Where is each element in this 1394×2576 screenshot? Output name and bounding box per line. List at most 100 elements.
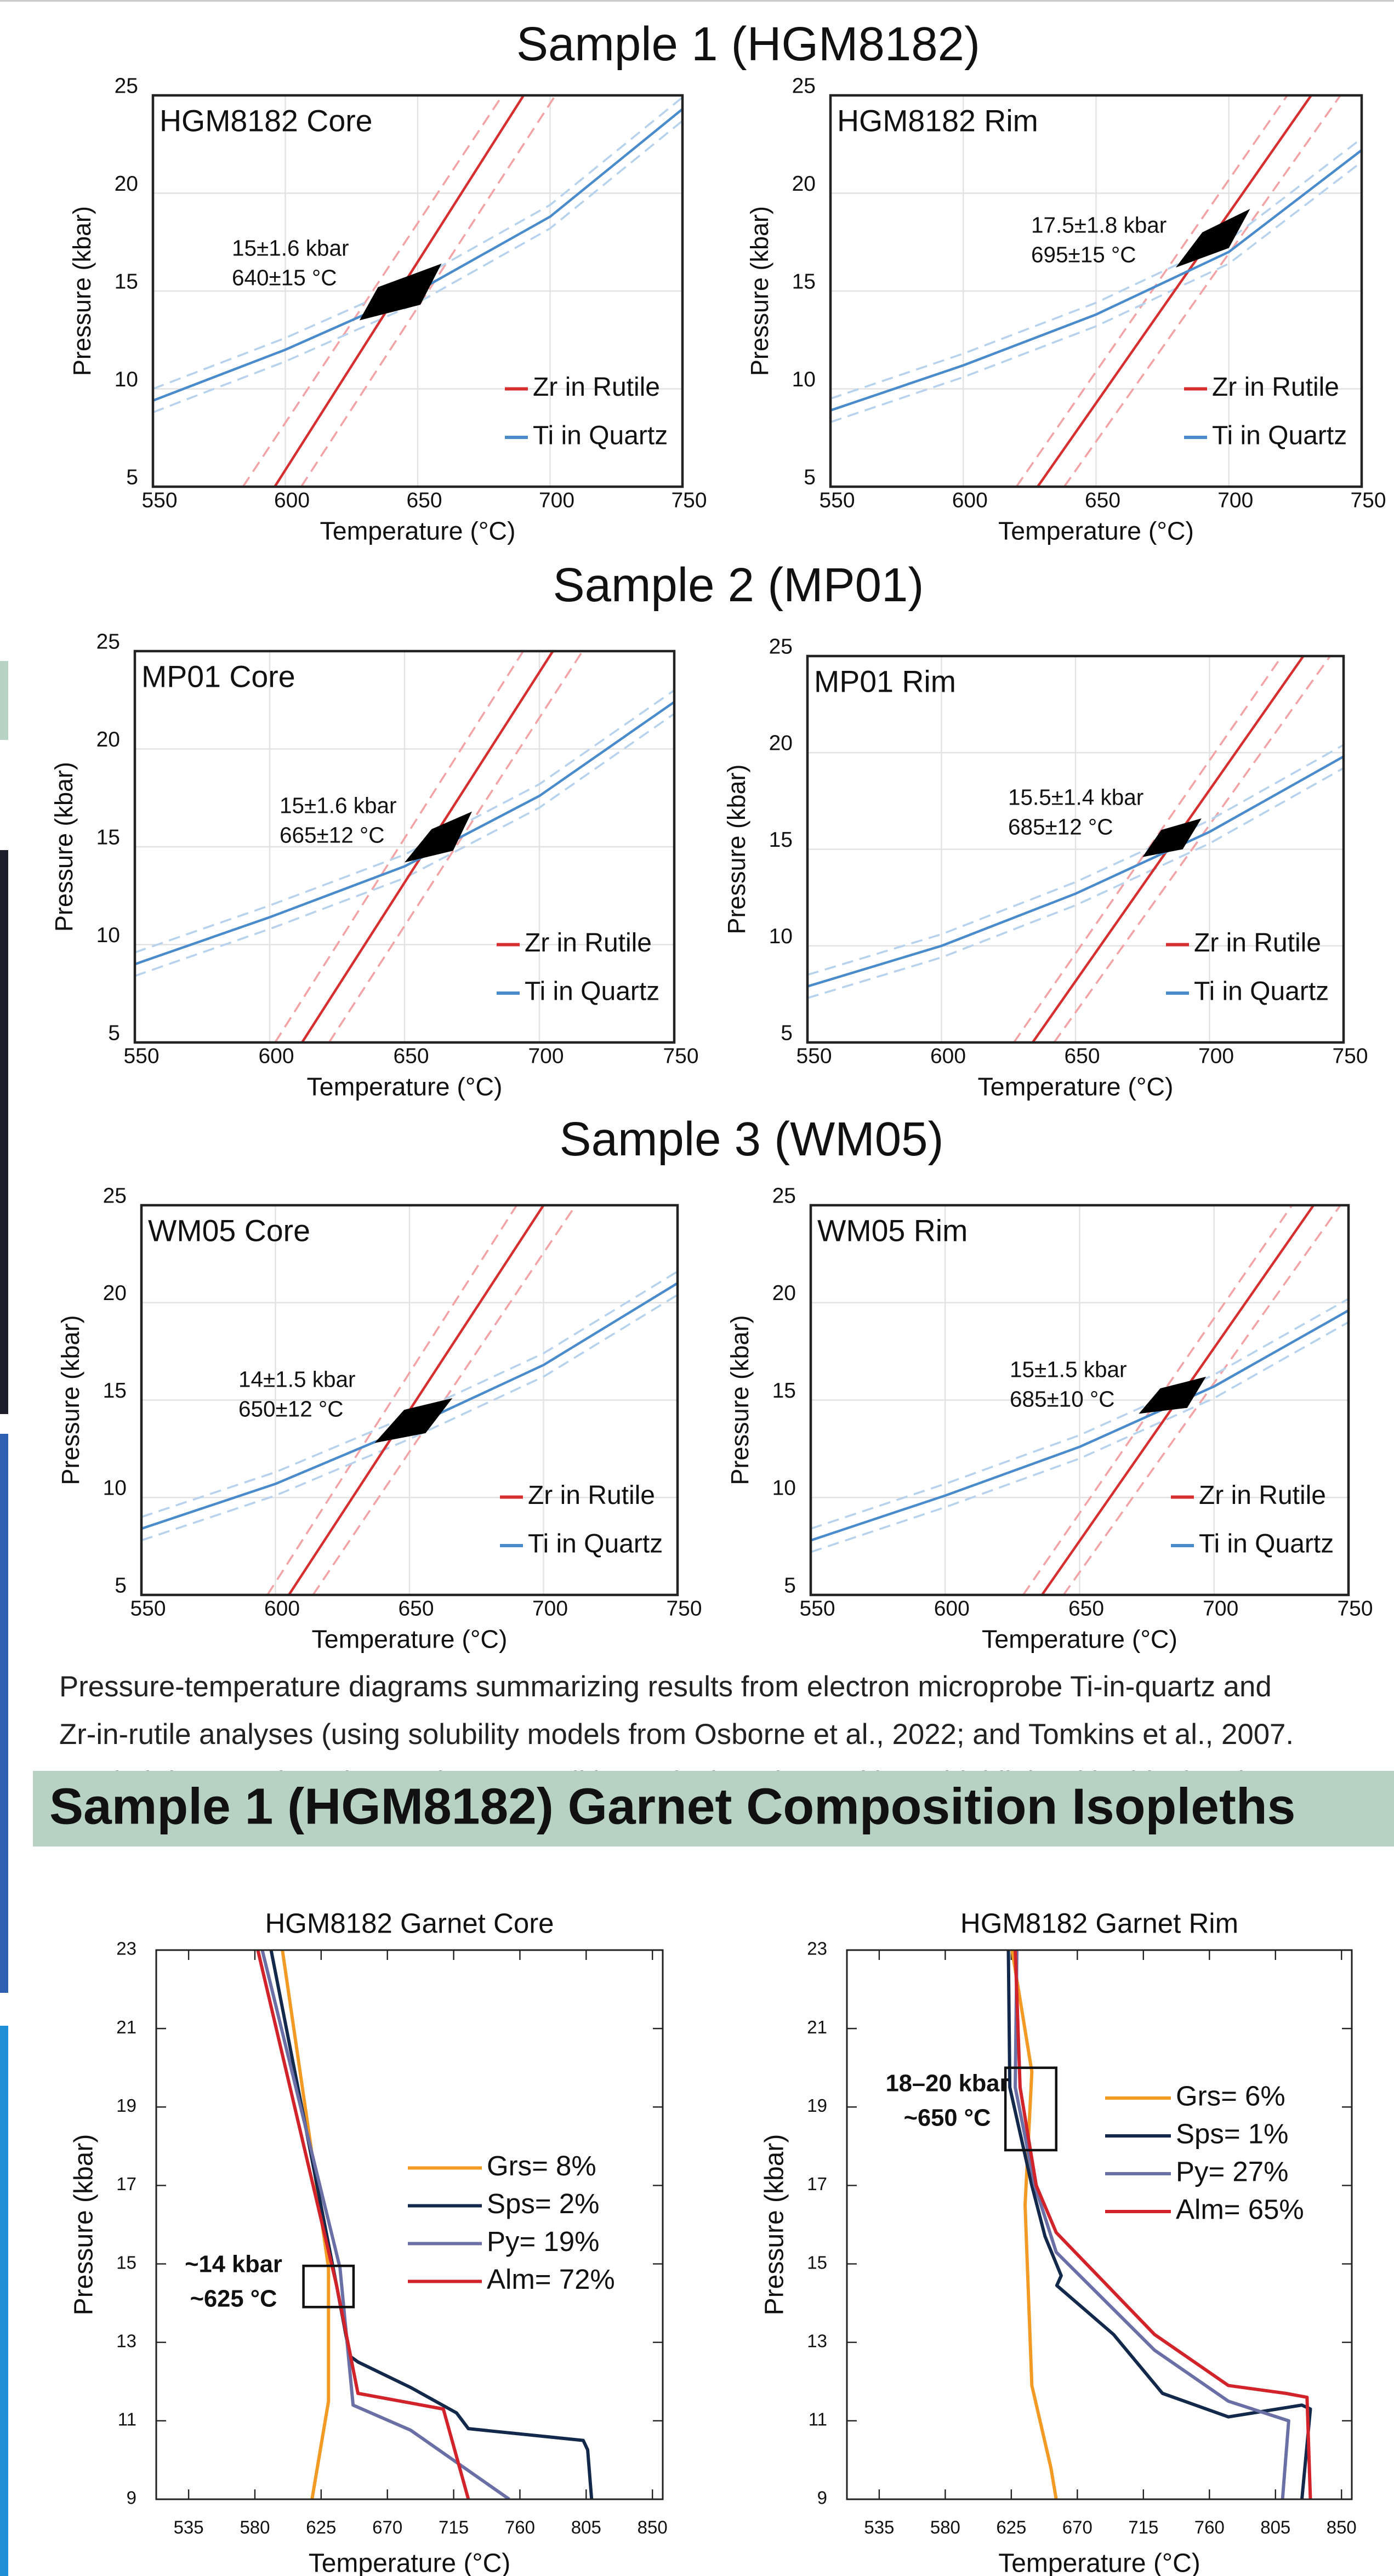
x-tick-label: 715 bbox=[439, 2517, 469, 2538]
y-tick-label: 15 bbox=[115, 270, 138, 293]
annotation: 17.5±1.8 kbar bbox=[1031, 213, 1167, 238]
series-line bbox=[830, 149, 1362, 412]
legend-label: Sps= 2% bbox=[487, 2188, 599, 2219]
x-axis-label: Temperature (°C) bbox=[977, 1072, 1173, 1101]
plot-area bbox=[141, 1205, 678, 1595]
plot-area bbox=[807, 656, 1344, 1042]
y-tick-label: 10 bbox=[792, 368, 816, 391]
y-tick-label: 5 bbox=[784, 1574, 796, 1597]
legend-label: Sps= 1% bbox=[1176, 2118, 1288, 2149]
x-tick-label: 700 bbox=[1203, 1597, 1238, 1620]
plot-area bbox=[152, 95, 682, 487]
x-tick-label: 850 bbox=[638, 2517, 668, 2538]
y-tick-label: 21 bbox=[807, 2017, 827, 2037]
x-tick-label: 600 bbox=[274, 488, 310, 512]
annotation: 640±15 °C bbox=[232, 265, 337, 290]
plot-area bbox=[256, 1950, 594, 2499]
y-tick-label: 19 bbox=[807, 2095, 827, 2116]
legend-label: Zr in Rutile bbox=[528, 1481, 655, 1510]
x-tick-label: 625 bbox=[306, 2517, 336, 2538]
uncertainty-line bbox=[810, 1298, 1349, 1530]
series-line bbox=[288, 1205, 545, 1595]
y-tick-label: 13 bbox=[116, 2330, 136, 2351]
y-tick-label: 15 bbox=[116, 2252, 136, 2272]
highlight-box bbox=[302, 2264, 355, 2309]
x-tick-label: 715 bbox=[1128, 2517, 1158, 2538]
annotation: ~625 °C bbox=[190, 2286, 277, 2312]
legend-label: Zr in Rutile bbox=[1194, 928, 1321, 958]
series-line bbox=[810, 1309, 1349, 1542]
chart: 5 10 15 20 25 550 600 650 700 750 WM05 Core Tempera… bbox=[56, 1184, 702, 1653]
banner-background bbox=[32, 1770, 1394, 1846]
uncertainty-line bbox=[266, 1205, 518, 1595]
chart: 5 10 15 20 25 550 600 650 700 750 WM05 Rim Temperat… bbox=[726, 1184, 1373, 1653]
y-tick-label: 10 bbox=[772, 1477, 796, 1500]
annotation: ~14 kbar bbox=[185, 2251, 282, 2277]
y-tick-label: 20 bbox=[769, 732, 793, 755]
x-tick-label: 650 bbox=[393, 1044, 429, 1068]
panel-label: WM05 Core bbox=[148, 1214, 310, 1248]
x-tick-label: 550 bbox=[130, 1597, 166, 1620]
uncertainty-line bbox=[141, 1270, 678, 1518]
panel-label: WM05 Rim bbox=[817, 1214, 968, 1248]
intersection-polygon bbox=[374, 1398, 453, 1443]
uncertainty-line bbox=[810, 1321, 1349, 1553]
x-tick-label: 760 bbox=[1194, 2517, 1225, 2538]
uncertainty-line bbox=[830, 161, 1362, 423]
y-tick-label: 15 bbox=[772, 1379, 796, 1403]
uncertainty-line bbox=[830, 138, 1362, 400]
y-tick-label: 5 bbox=[126, 465, 138, 489]
series-line bbox=[281, 1950, 331, 2499]
uncertainty-line bbox=[807, 744, 1344, 976]
x-tick-label: 750 bbox=[1332, 1044, 1368, 1068]
y-tick-label: 25 bbox=[103, 1184, 127, 1207]
annotation: 15±1.5 kbar bbox=[1010, 1357, 1127, 1382]
y-axis-label: Pressure (kbar) bbox=[70, 2134, 99, 2316]
intersection-polygon bbox=[404, 811, 472, 863]
annotation: 695±15 °C bbox=[1031, 242, 1136, 267]
plot-frame bbox=[140, 1204, 679, 1597]
plot-frame bbox=[806, 654, 1345, 1044]
y-tick-label: 5 bbox=[115, 1574, 127, 1597]
plot-frame bbox=[151, 94, 684, 488]
y-tick-label: 5 bbox=[781, 1021, 793, 1045]
y-tick-label: 25 bbox=[769, 635, 793, 658]
uncertainty-line bbox=[1013, 656, 1283, 1042]
x-tick-label: 580 bbox=[240, 2517, 270, 2538]
y-tick-label: 5 bbox=[108, 1021, 120, 1045]
chart: 5 10 15 20 25 550 600 650 700 750 HGM8182 Core Temp… bbox=[68, 74, 707, 545]
x-tick-label: 600 bbox=[934, 1597, 970, 1620]
x-axis-label: Temperature (°C) bbox=[998, 516, 1194, 545]
plot-frame bbox=[829, 94, 1363, 488]
y-tick-label: 20 bbox=[115, 172, 138, 196]
legend-label: Zr in Rutile bbox=[1199, 1481, 1326, 1510]
uncertainty-line bbox=[328, 651, 584, 1042]
x-tick-label: 850 bbox=[1327, 2517, 1357, 2538]
x-tick-label: 805 bbox=[571, 2517, 601, 2538]
panel-label: HGM8182 Rim bbox=[837, 104, 1038, 138]
plot-frame bbox=[155, 1949, 664, 2500]
series-line bbox=[134, 700, 674, 966]
caption-line: Zr-in-rutile analyses (using solubility … bbox=[59, 1718, 1294, 1751]
chart: 9 11 13 15 17 19 21 23 535 580 625 670 715 760 805 850 H… bbox=[70, 1907, 668, 2576]
plot-frame bbox=[133, 649, 676, 1044]
x-axis-label: Temperature (°C) bbox=[306, 1072, 502, 1101]
uncertainty-line bbox=[152, 120, 682, 414]
plot-area bbox=[810, 1205, 1349, 1595]
y-tick-label: 25 bbox=[792, 74, 816, 98]
legend-label: Ti in Quartz bbox=[525, 977, 659, 1006]
legend-label: Grs= 8% bbox=[487, 2150, 596, 2181]
side-strip bbox=[0, 850, 8, 1414]
series-line bbox=[1006, 1950, 1312, 2499]
x-tick-label: 650 bbox=[398, 1597, 434, 1620]
chart: 5 10 15 20 25 550 600 650 700 750 MP01 Core Tempera… bbox=[50, 630, 699, 1101]
intersection-polygon bbox=[1139, 1376, 1207, 1414]
x-tick-label: 550 bbox=[141, 488, 177, 512]
side-strip bbox=[0, 2025, 8, 2576]
x-tick-label: 650 bbox=[1064, 1044, 1100, 1068]
x-tick-label: 580 bbox=[930, 2517, 960, 2538]
legend-label: Py= 19% bbox=[487, 2226, 599, 2257]
x-tick-label: 600 bbox=[264, 1597, 300, 1620]
x-tick-label: 670 bbox=[372, 2517, 402, 2538]
legend-label: Alm= 72% bbox=[487, 2264, 615, 2295]
